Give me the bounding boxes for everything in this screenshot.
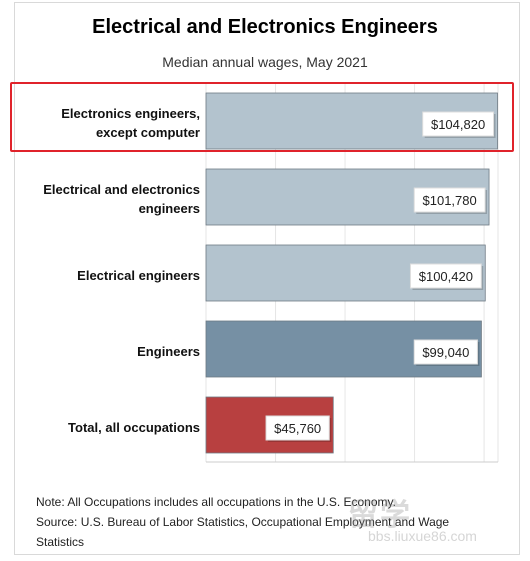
category-label-line: Electronics engineers, [61,106,200,121]
data-label: $101,780 [423,193,477,208]
category-label-line: engineers [138,201,200,216]
data-label: $99,040 [422,345,469,360]
note-line-3: Statistics [36,535,85,549]
category-label: Electronics engineers, except computer [18,104,200,142]
data-label: $45,760 [274,421,321,436]
note-line-1: Note: All Occupations includes all occup… [36,495,396,509]
category-label: Engineers [18,342,200,361]
highlight-box [10,82,514,152]
data-label-box [422,111,494,137]
watermark-url: bbs.liuxue86.com [368,528,477,544]
category-label-line: Engineers [137,343,200,359]
category-label: Electrical engineers [18,266,200,285]
category-label-line: Total, all occupations [68,419,200,435]
data-label: $100,420 [419,269,473,284]
data-label-box [409,263,482,289]
data-label-box [413,187,486,213]
category-label-line: Electrical engineers [77,267,200,283]
category-label: Total, all occupations [18,418,200,437]
chart-subtitle: Median annual wages, May 2021 [162,54,368,70]
category-label: Electrical and electronics engineers [18,180,200,218]
chart-title: Electrical and Electronics Engineers [92,16,438,38]
note-line-2: Source: U.S. Bureau of Labor Statistics,… [36,515,450,529]
data-label-box [265,415,330,441]
data-label-box [413,339,478,365]
data-label: $104,820 [431,117,485,132]
category-label-line: Electrical and electronics [43,182,200,197]
watermark-logo: 留学 [348,499,412,532]
category-label-line: except computer [95,125,200,140]
